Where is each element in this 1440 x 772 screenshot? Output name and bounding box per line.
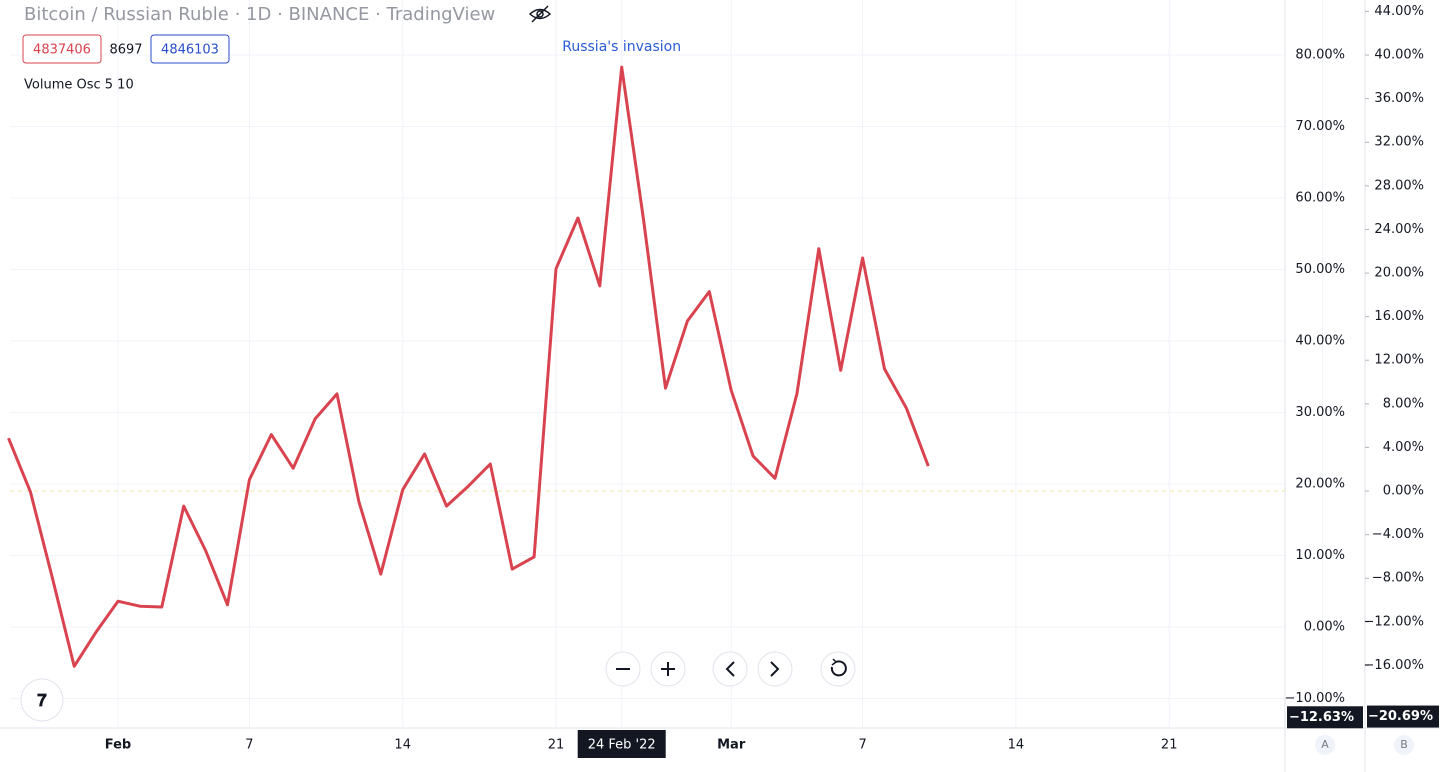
x-tick-label: 7 <box>245 738 253 753</box>
y-tick-label: 80.00% <box>1295 47 1345 62</box>
y2-tick-label: 28.00% <box>1374 178 1424 193</box>
x-tick-label: Mar <box>717 738 746 753</box>
y-tick-label: 0.00% <box>1304 619 1345 634</box>
y2-tick-label: −12.00% <box>1364 614 1424 629</box>
y2-tick-label: 0.00% <box>1383 484 1424 499</box>
y-tick-label: 40.00% <box>1295 333 1345 348</box>
y2-tick-label: −8.00% <box>1372 571 1424 586</box>
value-open: 4837406 <box>33 43 91 58</box>
x-tick-label: 14 <box>1008 738 1025 753</box>
x-tick-label: Feb <box>105 738 131 753</box>
annotation: Russia's invasion <box>562 39 681 55</box>
value-close: 4846103 <box>161 43 219 58</box>
crosshair-date-label: 24 Feb '22 <box>588 738 656 753</box>
zoom-in-button[interactable] <box>650 651 686 687</box>
axis-badge <box>1315 735 1335 755</box>
crosshair-price-box <box>1367 705 1439 728</box>
y2-tick-label: 24.00% <box>1374 222 1424 237</box>
zoom-out-button[interactable] <box>605 651 641 687</box>
value-mid: 8697 <box>109 43 142 58</box>
axis-badge <box>1394 735 1414 755</box>
y2-tick-label: 16.00% <box>1374 309 1424 324</box>
axis-name: B <box>1400 738 1408 751</box>
y2-tick-label: −16.00% <box>1364 658 1424 673</box>
y2-tick-label: 32.00% <box>1374 135 1424 150</box>
y2-tick-label: 12.00% <box>1374 353 1424 368</box>
x-tick-label: 21 <box>548 738 565 753</box>
y2-tick-label: 4.00% <box>1383 440 1424 455</box>
x-tick-label: 7 <box>858 738 866 753</box>
y2-tick-label: 8.00% <box>1383 396 1424 411</box>
tv-logo[interactable]: 𝟕 <box>20 678 64 722</box>
value-box <box>150 34 230 64</box>
y2-tick-label: 20.00% <box>1374 266 1424 281</box>
y-tick-label: 10.00% <box>1295 548 1345 563</box>
crosshair-price-box <box>1287 706 1363 729</box>
y-tick-label: 60.00% <box>1295 190 1345 205</box>
value-box <box>22 34 102 64</box>
x-tick-label: 21 <box>1161 738 1178 753</box>
scroll-left-button[interactable] <box>712 651 748 687</box>
x-tick-label: 14 <box>394 738 411 753</box>
crosshair-date-box <box>577 730 666 758</box>
series-line <box>7 65 930 668</box>
y-tick-label: 70.00% <box>1295 119 1345 134</box>
hide-icon[interactable] <box>528 5 552 23</box>
y-tick-label: 50.00% <box>1295 262 1345 277</box>
scroll-right-button[interactable] <box>757 651 793 687</box>
crosshair-price-label: −12.63% <box>1289 710 1354 725</box>
y2-tick-label: 36.00% <box>1374 91 1424 106</box>
indicator-name: Volume Osc 5 10 <box>24 78 134 93</box>
y2-tick-label: 40.00% <box>1374 48 1424 63</box>
reset-button[interactable] <box>820 651 856 687</box>
y-tick-label: 20.00% <box>1295 476 1345 491</box>
y2-tick-label: 44.00% <box>1374 4 1424 19</box>
y-tick-label: −10.00% <box>1285 691 1345 706</box>
y-tick-label: 30.00% <box>1295 405 1345 420</box>
chart-title: Bitcoin / Russian Ruble · 1D · BINANCE ·… <box>24 4 495 25</box>
svg-text:𝟕: 𝟕 <box>37 691 47 711</box>
y2-tick-label: −4.00% <box>1372 527 1424 542</box>
crosshair-price-label: −20.69% <box>1368 709 1433 724</box>
axis-name: A <box>1321 738 1329 751</box>
